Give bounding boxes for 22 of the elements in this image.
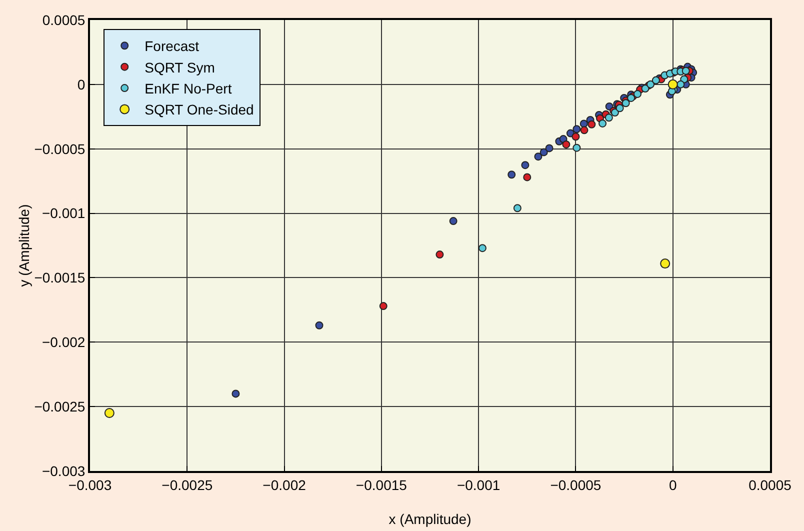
x-tick-label: −0.002 — [262, 476, 306, 493]
y-tick-label: −0.001 — [42, 205, 86, 222]
x-tick-label: −0.0025 — [162, 476, 213, 493]
x-tick-label: −0.0015 — [356, 476, 408, 493]
x-tick-label: −0.003 — [68, 476, 112, 493]
legend-label: SQRT One-Sided — [144, 102, 254, 118]
y-tick-label: −0.0025 — [34, 398, 86, 414]
y-tick-label: −0.0005 — [34, 140, 86, 157]
y-tick-label: 0 — [77, 76, 86, 92]
legend-label: SQRT Sym — [144, 59, 215, 76]
legend-label: Forecast — [144, 38, 200, 54]
legend-label: EnKF No-Pert — [144, 80, 232, 96]
y-tick-label: −0.0015 — [34, 270, 86, 286]
y-axis-title: y (Amplitude) — [16, 204, 32, 287]
x-tick-label: −0.001 — [456, 476, 500, 493]
x-tick-label: −0.0005 — [550, 476, 602, 493]
x-tick-label: 0 — [668, 476, 677, 493]
x-axis-title: x (Amplitude) — [388, 511, 472, 527]
x-tick-label: 0.0005 — [748, 476, 792, 493]
y-tick-label: −0.002 — [42, 334, 86, 350]
y-tick-label: 0.0005 — [42, 12, 86, 28]
y-tick-label: −0.003 — [42, 462, 86, 479]
